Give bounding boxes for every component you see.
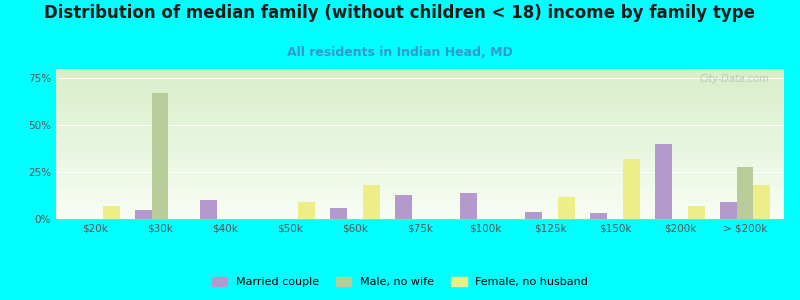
Bar [134,210,151,219]
Bar [151,93,169,219]
Bar [590,213,606,219]
Legend: Married couple, Male, no wife, Female, no husband: Married couple, Male, no wife, Female, n… [207,272,593,291]
Bar [623,159,640,219]
Bar [394,195,411,219]
Bar [525,212,542,219]
Bar [737,167,754,219]
Text: Distribution of median family (without children < 18) income by family type: Distribution of median family (without c… [45,4,755,22]
Bar [460,193,477,219]
Bar [103,206,120,219]
Text: All residents in Indian Head, MD: All residents in Indian Head, MD [287,46,513,59]
Bar [363,185,380,219]
Text: City-Data.com: City-Data.com [700,74,770,83]
Bar [754,185,770,219]
Bar [720,202,737,219]
Bar [200,200,217,219]
Bar [558,196,575,219]
Bar [330,208,346,219]
Bar [689,206,706,219]
Bar [654,144,671,219]
Bar [298,202,315,219]
